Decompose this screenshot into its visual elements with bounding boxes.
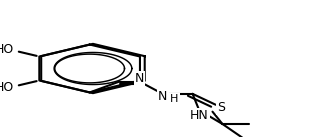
Text: HO: HO bbox=[0, 43, 14, 56]
Text: H: H bbox=[170, 94, 179, 104]
Text: HO: HO bbox=[0, 81, 14, 94]
Text: N: N bbox=[158, 90, 167, 103]
Text: S: S bbox=[217, 101, 225, 114]
Text: HN: HN bbox=[190, 109, 208, 122]
Text: N: N bbox=[135, 72, 144, 85]
